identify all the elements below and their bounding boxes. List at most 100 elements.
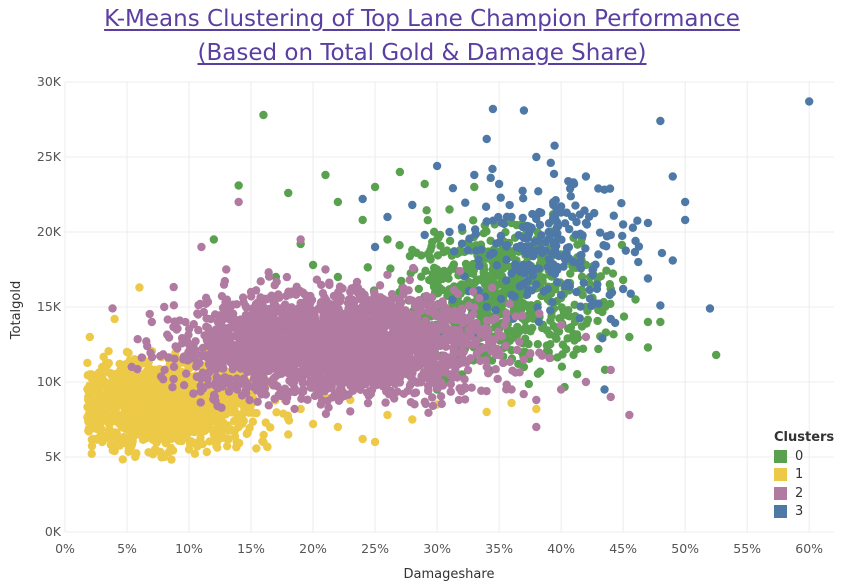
point-cluster-2 — [397, 362, 405, 370]
point-cluster-2 — [346, 288, 354, 296]
point-cluster-2 — [406, 310, 414, 318]
point-cluster-2 — [491, 365, 499, 373]
point-cluster-3 — [607, 257, 615, 265]
point-cluster-1 — [86, 372, 94, 380]
point-cluster-1 — [383, 411, 391, 419]
point-cluster-2 — [217, 337, 225, 345]
point-cluster-0 — [457, 280, 465, 288]
point-cluster-0 — [578, 322, 586, 330]
point-cluster-3 — [572, 288, 580, 296]
point-cluster-2 — [296, 235, 304, 243]
legend-item-0[interactable]: 0 — [774, 447, 834, 466]
point-cluster-2 — [466, 313, 474, 321]
point-cluster-2 — [284, 333, 292, 341]
point-cluster-2 — [268, 332, 276, 340]
point-cluster-3 — [520, 106, 528, 114]
point-cluster-2 — [221, 298, 229, 306]
point-cluster-1 — [98, 395, 106, 403]
point-cluster-2 — [535, 349, 543, 357]
point-cluster-2 — [244, 313, 252, 321]
point-cluster-3 — [545, 219, 553, 227]
point-cluster-0 — [446, 237, 454, 245]
point-cluster-2 — [482, 387, 490, 395]
point-cluster-2 — [420, 359, 428, 367]
point-cluster-2 — [146, 349, 154, 357]
point-cluster-0 — [593, 317, 601, 325]
point-cluster-2 — [257, 277, 265, 285]
point-cluster-2 — [443, 306, 451, 314]
point-cluster-2 — [184, 356, 192, 364]
point-cluster-3 — [548, 298, 556, 306]
point-cluster-3 — [590, 209, 598, 217]
point-cluster-3 — [547, 159, 555, 167]
point-cluster-2 — [371, 335, 379, 343]
point-cluster-0 — [569, 330, 577, 338]
point-cluster-2 — [290, 361, 298, 369]
point-cluster-2 — [422, 345, 430, 353]
point-cluster-0 — [396, 168, 404, 176]
point-cluster-0 — [420, 180, 428, 188]
point-cluster-2 — [282, 353, 290, 361]
point-cluster-2 — [424, 382, 432, 390]
point-cluster-3 — [534, 187, 542, 195]
point-cluster-0 — [358, 216, 366, 224]
point-cluster-0 — [433, 265, 441, 273]
point-cluster-3 — [644, 219, 652, 227]
point-cluster-2 — [169, 375, 177, 383]
point-cluster-2 — [488, 284, 496, 292]
point-cluster-3 — [489, 105, 497, 113]
point-cluster-2 — [197, 243, 205, 251]
point-cluster-2 — [391, 324, 399, 332]
point-cluster-1 — [129, 395, 137, 403]
point-cluster-3 — [681, 198, 689, 206]
point-cluster-2 — [505, 300, 513, 308]
point-cluster-3 — [633, 216, 641, 224]
point-cluster-0 — [644, 343, 652, 351]
point-cluster-3 — [489, 249, 497, 257]
point-cluster-2 — [404, 286, 412, 294]
point-cluster-3 — [502, 242, 510, 250]
point-cluster-2 — [532, 423, 540, 431]
point-cluster-1 — [83, 413, 91, 421]
point-cluster-3 — [576, 314, 584, 322]
point-cluster-1 — [192, 425, 200, 433]
point-cluster-2 — [334, 304, 342, 312]
point-cluster-2 — [194, 301, 202, 309]
point-cluster-0 — [625, 333, 633, 341]
point-cluster-3 — [532, 153, 540, 161]
point-cluster-2 — [211, 397, 219, 405]
point-cluster-2 — [336, 294, 344, 302]
point-cluster-1 — [104, 347, 112, 355]
point-cluster-3 — [516, 268, 524, 276]
point-cluster-2 — [382, 344, 390, 352]
point-cluster-0 — [439, 248, 447, 256]
point-cluster-1 — [116, 420, 124, 428]
point-cluster-3 — [580, 279, 588, 287]
point-cluster-1 — [228, 408, 236, 416]
point-cluster-2 — [421, 400, 429, 408]
point-cluster-2 — [234, 198, 242, 206]
point-cluster-2 — [406, 276, 414, 284]
point-cluster-2 — [508, 366, 516, 374]
point-cluster-2 — [484, 332, 492, 340]
point-cluster-2 — [302, 370, 310, 378]
point-cluster-2 — [138, 353, 146, 361]
point-cluster-3 — [557, 291, 565, 299]
point-cluster-1 — [210, 430, 218, 438]
point-cluster-3 — [383, 213, 391, 221]
point-cluster-3 — [565, 243, 573, 251]
point-cluster-2 — [469, 288, 477, 296]
point-cluster-2 — [259, 310, 267, 318]
point-cluster-1 — [153, 447, 161, 455]
point-cluster-3 — [644, 274, 652, 282]
point-cluster-2 — [456, 330, 464, 338]
point-cluster-2 — [251, 381, 259, 389]
point-cluster-2 — [325, 373, 333, 381]
point-cluster-2 — [507, 385, 515, 393]
point-cluster-2 — [470, 322, 478, 330]
point-cluster-2 — [272, 303, 280, 311]
point-cluster-3 — [518, 187, 526, 195]
point-cluster-2 — [337, 377, 345, 385]
point-cluster-1 — [145, 380, 153, 388]
